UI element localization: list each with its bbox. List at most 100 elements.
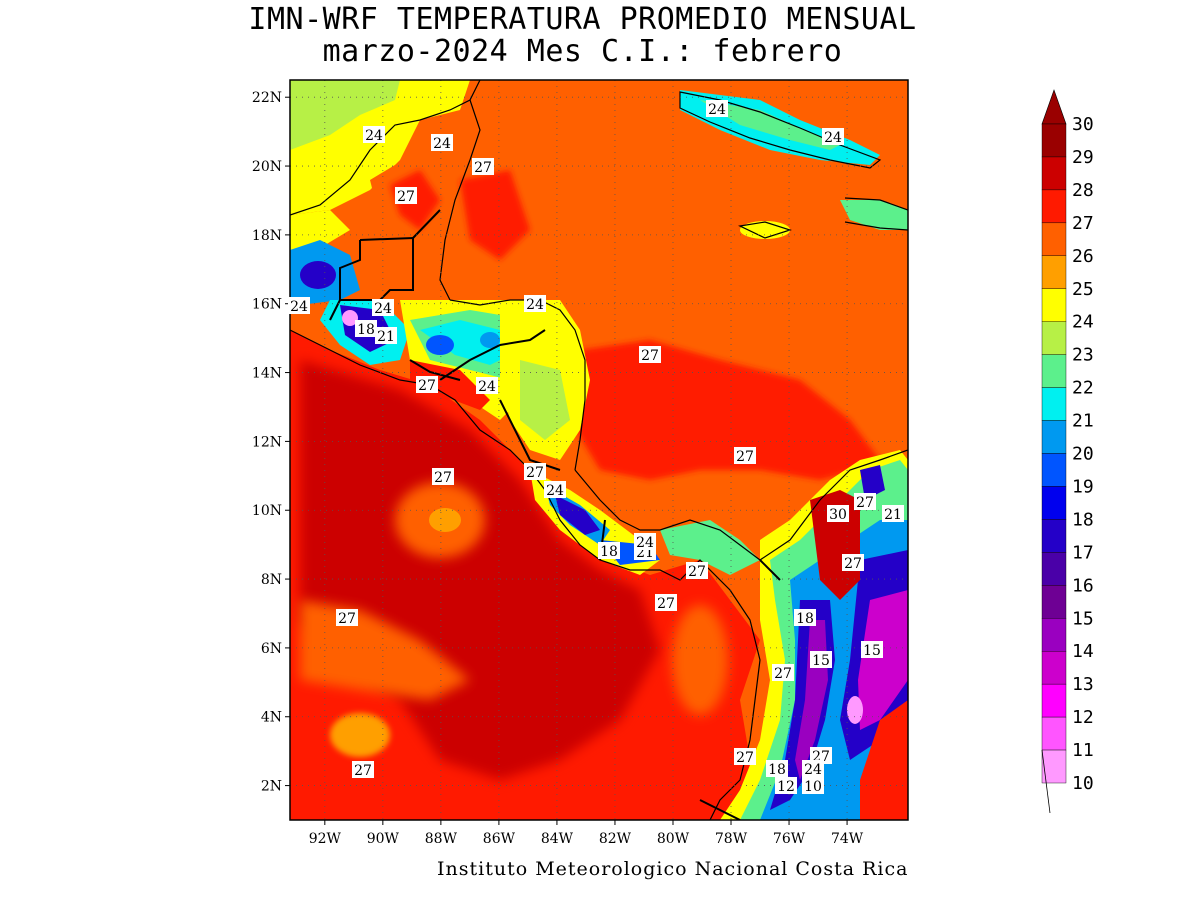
contour-label: 27	[397, 189, 415, 205]
colorbar-swatch	[1041, 288, 1067, 322]
lat-tick-label: 18N	[252, 228, 282, 244]
contour-label: 24	[433, 136, 451, 152]
contour-label-bg	[827, 505, 849, 522]
contour-label: 27	[354, 763, 372, 779]
contour-label: 21	[884, 507, 902, 523]
colorbar-swatch	[1041, 552, 1067, 586]
colorbar-label: 26	[1072, 246, 1094, 267]
contour-label: 15	[812, 653, 830, 669]
lat-tick-label: 12N	[252, 434, 282, 450]
lon-tick-label: 82W	[599, 831, 632, 847]
contour-label-bg	[734, 748, 756, 765]
contour-label-bg	[842, 554, 864, 571]
contour-label-bg	[772, 664, 794, 681]
contour-label-bg	[810, 747, 832, 764]
contour-label: 27	[641, 348, 659, 364]
colorbar-swatch	[1041, 683, 1067, 718]
colorbar-swatch	[1041, 189, 1067, 224]
map-title-line1: IMN-WRF TEMPERATURA PROMEDIO MENSUAL	[248, 2, 917, 37]
lat-tick-label: 14N	[252, 366, 282, 382]
contour-label: 27	[526, 465, 544, 481]
contour-label: 21	[377, 329, 395, 345]
colorbar-label: 21	[1072, 411, 1094, 432]
contour-label: 15	[863, 643, 881, 659]
lat-tick-label: 20N	[252, 159, 282, 175]
colorbar-label: 14	[1072, 641, 1094, 662]
lon-tick-label: 84W	[541, 831, 574, 847]
contour-label-bg	[288, 297, 310, 314]
contour-label-bg	[882, 505, 904, 522]
colorbar-label: 15	[1072, 608, 1094, 629]
contour-label-bg	[544, 481, 566, 498]
colorbar-label: 17	[1072, 542, 1094, 563]
lon-tick-label: 92W	[309, 831, 342, 847]
contour-label: 12	[777, 779, 795, 795]
contour-label: 24	[636, 535, 654, 551]
contour-label: 27	[338, 611, 356, 627]
contour-label-bg	[431, 134, 453, 151]
credit-text: Instituto Meteorologico Nacional Costa R…	[437, 858, 909, 880]
colorbar-label: 16	[1072, 575, 1094, 596]
colorbar-swatch	[1041, 453, 1067, 487]
contour-label: 18	[357, 322, 375, 338]
contour-label-bg	[706, 100, 728, 117]
contour-label-bg	[686, 562, 708, 579]
lon-tick-label: 88W	[425, 831, 458, 847]
contour-label: 27	[657, 596, 675, 612]
colorbar-swatch	[1041, 222, 1067, 257]
contour-label-bg	[375, 327, 397, 344]
colorbar-label: 10	[1072, 773, 1094, 794]
contour-label-bg	[352, 761, 374, 778]
colorbar-label: 28	[1072, 180, 1094, 201]
lon-tick-label: 78W	[715, 831, 748, 847]
contour-label: 24	[824, 130, 842, 146]
colorbar-label: 20	[1072, 444, 1094, 465]
lat-tick-label: 16N	[252, 297, 282, 313]
axis-ticks: 92W 90W 88W 86W 84W 82W 80W 78W 76W 74W 22N 20N 18N 1…	[252, 90, 864, 847]
contour-label-bg	[432, 468, 454, 485]
lat-tick-label: 2N	[261, 779, 282, 795]
colorbar-swatch	[1041, 321, 1067, 355]
colorbar-label: 12	[1072, 707, 1094, 728]
colorbar-swatch	[1041, 354, 1067, 388]
contour-label: 18	[600, 544, 618, 560]
lon-tick-label: 86W	[483, 831, 516, 847]
colorbar-label: 18	[1072, 509, 1094, 530]
lat-tick-label: 6N	[261, 641, 282, 657]
contour-label-bg	[861, 641, 883, 658]
contour-label-bg	[775, 777, 797, 794]
contour-label: 27	[736, 449, 754, 465]
colorbar-swatch	[1041, 749, 1067, 784]
temperature-colorbar: 30 29 28 27 26 25 24 23 22 21 20 19 18 17 16 15 14 13 12 11…	[1041, 89, 1094, 814]
contour-label-bg	[524, 463, 546, 480]
colorbar-label: 29	[1072, 147, 1094, 168]
contour-label-bg	[372, 299, 394, 316]
contour-label: 10	[804, 779, 822, 795]
lon-tick-label: 80W	[657, 831, 690, 847]
colorbar-label: 11	[1072, 740, 1094, 761]
contour-label: 18	[796, 611, 814, 627]
lon-tick-label: 90W	[367, 831, 400, 847]
contour-label-bg	[363, 126, 385, 143]
temperature-field	[290, 80, 908, 820]
lon-tick-label: 74W	[831, 831, 864, 847]
lat-tick-label: 8N	[261, 572, 282, 588]
contour-label-bg	[794, 609, 816, 626]
colorbar-swatch	[1041, 519, 1067, 553]
contour-label-bg	[766, 760, 788, 777]
lon-tick-label: 76W	[773, 831, 806, 847]
contour-label-bg	[655, 594, 677, 611]
colorbar-swatch	[1041, 585, 1067, 619]
colorbar-label: 30	[1072, 114, 1094, 135]
colorbar-swatch	[1041, 387, 1067, 421]
lat-tick-label: 22N	[252, 90, 282, 106]
contour-label: 24	[546, 483, 564, 499]
colorbar-swatch	[1041, 156, 1067, 191]
colorbar-label: 25	[1072, 279, 1094, 300]
contour-label: 24	[290, 299, 308, 315]
contour-label: 27	[774, 666, 792, 682]
colorbar-label: 13	[1072, 674, 1094, 695]
contour-label-bg	[734, 447, 756, 464]
